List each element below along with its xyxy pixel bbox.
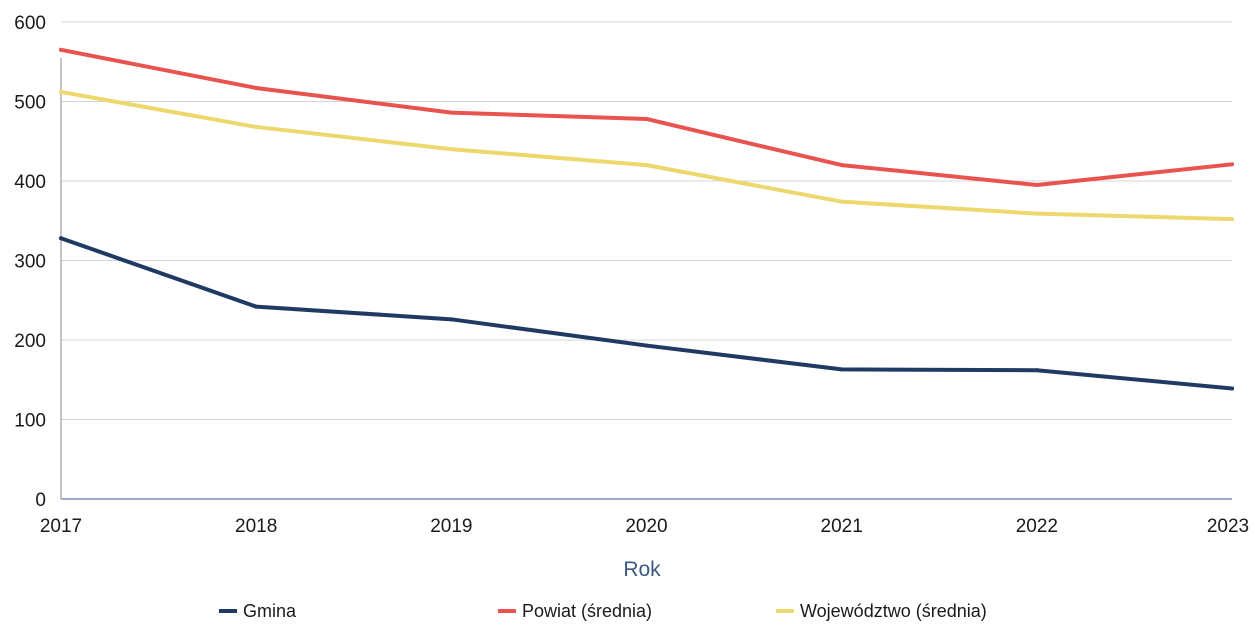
x-tick-label: 2019: [430, 516, 472, 537]
data-point: [644, 163, 649, 168]
data-point: [644, 343, 649, 348]
data-point: [839, 163, 844, 168]
data-point: [449, 110, 454, 115]
x-tick-label: 2021: [821, 516, 863, 537]
data-point: [839, 367, 844, 372]
data-point: [59, 236, 63, 241]
legend-label: Województwo (średnia): [800, 601, 987, 621]
data-point: [1230, 386, 1234, 391]
data-point: [644, 116, 649, 121]
data-point: [254, 85, 259, 90]
data-point: [1034, 211, 1039, 216]
y-tick-label: 600: [14, 13, 46, 34]
data-point: [839, 199, 844, 204]
data-point: [59, 47, 63, 52]
y-tick-label: 0: [35, 490, 46, 511]
y-tick-label: 100: [14, 411, 46, 432]
legend: Gmina Powiat (średnia) Województwo (średni…: [219, 601, 987, 621]
y-tick-label: 500: [14, 93, 46, 114]
y-tick-label: 400: [14, 172, 46, 193]
series-line-2: [59, 89, 1234, 222]
data-point: [1230, 217, 1234, 222]
y-tick-label: 200: [14, 331, 46, 352]
data-point: [254, 124, 259, 129]
legend-label: Gmina: [243, 601, 297, 621]
x-tick-label: 2018: [235, 516, 277, 537]
data-point: [1034, 182, 1039, 187]
data-point: [59, 89, 63, 94]
x-axis-title: Rok: [623, 558, 661, 581]
data-point: [449, 317, 454, 322]
data-point: [254, 304, 259, 309]
gridlines: [61, 21, 1232, 420]
data-point: [449, 147, 454, 152]
x-tick-labels: 2017 2018 2019 2020 2021 2022 2023: [40, 516, 1249, 537]
legend-label: Powiat (średnia): [522, 601, 652, 621]
x-tick-label: 2023: [1207, 516, 1249, 537]
y-tick-labels: 0 100 200 300 400 500 600: [14, 13, 46, 511]
data-point: [1230, 162, 1234, 167]
data-point: [1034, 368, 1039, 373]
x-tick-label: 2022: [1016, 516, 1058, 537]
axes: [60, 58, 1232, 500]
series-lines: [59, 47, 1234, 391]
x-tick-label: 2017: [40, 516, 82, 537]
y-tick-label: 300: [14, 252, 46, 273]
x-tick-label: 2020: [625, 516, 667, 537]
